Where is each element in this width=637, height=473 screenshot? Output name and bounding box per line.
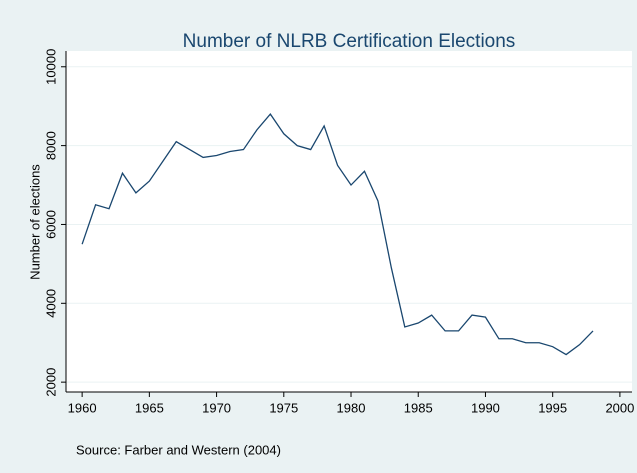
x-tick-label: 1960	[68, 400, 97, 415]
x-tick-label: 1975	[269, 400, 298, 415]
plot-area	[66, 51, 632, 392]
y-tick-label: 10000	[43, 49, 58, 85]
x-tick-label: 1985	[404, 400, 433, 415]
y-axis-title: Number of elections	[27, 164, 42, 280]
y-tick-label: 2000	[43, 368, 58, 397]
source-note: Source: Farber and Western (2004)	[76, 442, 281, 457]
y-tick-label: 4000	[43, 289, 58, 318]
y-tick-label: 8000	[43, 131, 58, 160]
x-tick-label: 1990	[471, 400, 500, 415]
x-tick-label: 2000	[605, 400, 634, 415]
data-line	[81, 113, 594, 356]
y-tick-label: 6000	[43, 210, 58, 239]
chart-title: Number of NLRB Certification Elections	[183, 31, 516, 52]
x-tick-label: 1965	[135, 400, 164, 415]
x-tick-label: 1970	[202, 400, 231, 415]
x-tick-label: 1980	[337, 400, 366, 415]
x-tick-label: 1995	[538, 400, 567, 415]
